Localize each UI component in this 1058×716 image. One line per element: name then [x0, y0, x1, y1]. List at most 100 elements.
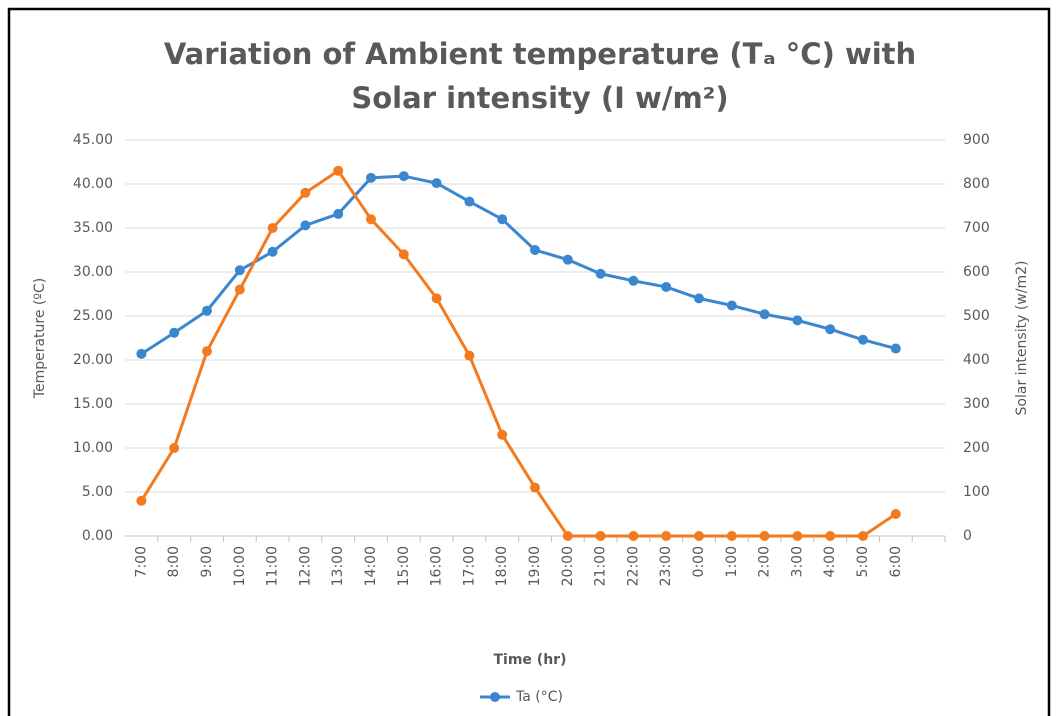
y-tick-label: 40.00	[73, 176, 113, 192]
data-point	[661, 281, 672, 292]
y2-tick-label: 400	[963, 352, 990, 368]
data-point	[431, 293, 442, 304]
data-point	[202, 346, 212, 357]
data-point	[595, 531, 606, 541]
data-point	[300, 187, 311, 198]
frame-border	[7, 7, 1051, 716]
data-point	[759, 309, 770, 320]
data-point	[628, 531, 639, 541]
x-tick-label: 4:00	[822, 546, 838, 577]
data-point	[562, 531, 573, 541]
data-point	[759, 531, 770, 541]
series-line	[140, 174, 897, 356]
y2-tick-label: 900	[963, 132, 990, 148]
x-tick-label: 5:00	[855, 546, 871, 577]
data-point	[858, 334, 868, 345]
data-point	[333, 165, 344, 176]
data-point	[267, 246, 278, 257]
x-tick-label: 14:00	[363, 546, 379, 586]
y2-tick-label: 500	[963, 308, 990, 324]
x-tick-label: 1:00	[724, 546, 740, 577]
y-axis-label: Temperature (ºC)	[32, 278, 48, 399]
x-tick-label: 13:00	[330, 546, 346, 586]
data-point	[366, 214, 376, 225]
data-point	[595, 268, 606, 279]
y-tick-label: 35.00	[73, 220, 113, 236]
data-point	[202, 305, 212, 316]
data-point	[694, 531, 704, 541]
x-tick-label: 15:00	[396, 546, 412, 586]
data-point	[890, 509, 901, 519]
y-tick-label: 30.00	[73, 264, 113, 280]
data-point	[464, 196, 475, 207]
y2-tick-label: 100	[963, 484, 990, 500]
series-line	[140, 168, 897, 538]
y-tick-label: 20.00	[73, 352, 113, 368]
data-point	[694, 293, 704, 304]
data-point	[628, 275, 639, 286]
data-point	[464, 350, 475, 361]
data-point	[169, 443, 180, 453]
x-tick-label: 9:00	[199, 546, 215, 577]
x-tick-label: 10:00	[232, 546, 248, 586]
data-point	[366, 172, 376, 183]
data-point	[136, 495, 147, 506]
x-tick-label: 2:00	[757, 546, 773, 577]
data-point	[858, 531, 868, 541]
y2-tick-label: 600	[963, 264, 990, 280]
data-point	[431, 178, 442, 189]
legend-marker	[490, 692, 500, 702]
data-point	[530, 245, 540, 255]
data-point	[825, 531, 836, 541]
x-axis-label: Time (hr)	[494, 652, 567, 668]
data-point	[661, 531, 672, 541]
data-point	[234, 284, 245, 295]
data-point	[726, 531, 737, 541]
y2-tick-label: 0	[963, 528, 972, 544]
x-tick-label: 8:00	[166, 546, 182, 577]
y2-tick-label: 200	[963, 440, 990, 456]
y2-tick-label: 300	[963, 396, 990, 412]
y-tick-label: 5.00	[82, 484, 113, 500]
data-point	[792, 531, 803, 541]
x-tick-label: 20:00	[560, 546, 576, 586]
data-point	[530, 482, 540, 493]
x-tick-label: 21:00	[593, 546, 609, 586]
x-tick-label: 22:00	[625, 546, 641, 586]
x-tick-label: 18:00	[494, 546, 510, 586]
data-point	[136, 348, 147, 359]
data-point	[300, 220, 311, 231]
data-point	[398, 249, 409, 260]
y-tick-label: 15.00	[73, 396, 113, 412]
data-point	[825, 324, 836, 335]
data-point	[726, 300, 737, 311]
chart-title: Variation of Ambient temperature (Tₐ °C)…	[163, 37, 917, 115]
y2-axis-label: Solar intensity (w/m2)	[1014, 261, 1030, 416]
x-tick-label: 17:00	[461, 546, 477, 586]
data-point	[169, 327, 180, 338]
y2-tick-label: 700	[963, 220, 990, 236]
x-tick-label: 23:00	[658, 546, 674, 586]
y-tick-label: 0.00	[82, 528, 113, 544]
data-point	[497, 214, 508, 225]
data-point	[890, 343, 901, 354]
data-point	[792, 315, 803, 326]
data-point	[562, 254, 573, 265]
x-tick-label: 19:00	[527, 546, 543, 586]
legend-label: Ta (°C)	[515, 689, 563, 705]
x-tick-label: 6:00	[888, 546, 904, 577]
data-point	[497, 429, 508, 440]
y-tick-label: 45.00	[73, 132, 113, 148]
x-tick-label: 0:00	[691, 546, 707, 577]
data-point	[333, 208, 344, 219]
x-tick-label: 12:00	[297, 546, 313, 586]
x-tick-label: 7:00	[133, 546, 149, 577]
data-point	[398, 171, 409, 182]
x-tick-label: 11:00	[265, 546, 281, 586]
y-tick-label: 10.00	[73, 440, 113, 456]
y-tick-label: 25.00	[73, 308, 113, 324]
data-point	[267, 223, 278, 233]
y2-tick-label: 800	[963, 176, 990, 192]
